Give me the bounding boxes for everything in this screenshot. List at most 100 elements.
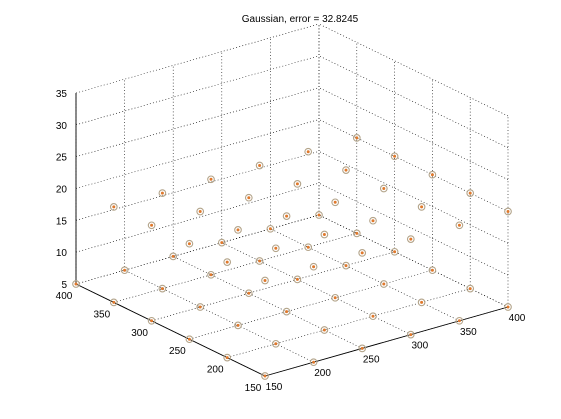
data-point-center bbox=[187, 337, 191, 341]
data-point-ring bbox=[369, 312, 377, 321]
data-point bbox=[417, 203, 426, 211]
data-point bbox=[455, 316, 464, 325]
data-point bbox=[271, 244, 280, 253]
data-point-ring bbox=[109, 203, 118, 211]
data-point-ring bbox=[455, 316, 464, 325]
data-point bbox=[320, 326, 329, 334]
data-point-center bbox=[247, 196, 251, 200]
data-point-ring bbox=[379, 280, 388, 288]
data-point-center bbox=[295, 182, 299, 186]
data-point bbox=[120, 266, 129, 275]
data-point bbox=[406, 235, 415, 243]
data-point-center bbox=[285, 310, 289, 314]
data-point bbox=[293, 275, 302, 284]
data-point bbox=[282, 307, 291, 316]
z-tick-label: 15 bbox=[56, 216, 68, 227]
data-point-ring bbox=[196, 303, 205, 311]
data-point-ring bbox=[504, 303, 512, 311]
data-point-center bbox=[274, 246, 278, 250]
data-point-center bbox=[112, 300, 116, 304]
data-point-ring bbox=[261, 372, 269, 380]
data-point-center bbox=[322, 328, 326, 332]
data-point-ring bbox=[352, 229, 361, 238]
data-point-center bbox=[306, 245, 310, 249]
data-point bbox=[271, 339, 280, 348]
data-point-ring bbox=[352, 134, 361, 142]
data-point-center bbox=[160, 287, 164, 291]
data-point-center bbox=[306, 150, 310, 154]
data-point bbox=[255, 257, 264, 265]
data-point bbox=[466, 189, 475, 197]
data-point-ring bbox=[455, 221, 464, 230]
data-point bbox=[261, 276, 269, 285]
grid-line bbox=[75, 55, 320, 126]
data-point-ring bbox=[342, 166, 350, 174]
data-point bbox=[379, 280, 388, 288]
data-point bbox=[315, 211, 323, 219]
data-point bbox=[504, 207, 512, 216]
z-tick-label: 5 bbox=[61, 280, 67, 291]
data-point bbox=[342, 261, 350, 270]
data-point-center bbox=[360, 346, 364, 350]
data-point-ring bbox=[406, 235, 415, 243]
data-point-center bbox=[198, 210, 202, 213]
data-point-ring bbox=[417, 203, 426, 211]
data-point-ring bbox=[390, 152, 399, 161]
data-point bbox=[196, 207, 205, 216]
data-point-center bbox=[312, 360, 316, 364]
data-point-center bbox=[468, 287, 472, 291]
data-point bbox=[358, 249, 367, 257]
data-point-center bbox=[268, 227, 272, 231]
data-point-center bbox=[355, 136, 359, 140]
grid-line bbox=[75, 23, 320, 94]
data-point-center bbox=[409, 333, 413, 337]
z-tick-label: 30 bbox=[56, 121, 68, 132]
data-point bbox=[266, 224, 275, 233]
data-point-center bbox=[420, 205, 424, 209]
data-point-ring bbox=[293, 180, 302, 188]
data-point-center bbox=[112, 205, 116, 209]
data-point-ring bbox=[342, 261, 350, 270]
data-point bbox=[417, 298, 426, 307]
grid-line bbox=[151, 251, 395, 322]
data-point-ring bbox=[417, 298, 426, 307]
data-point-ring bbox=[185, 239, 194, 248]
x-tick-label: 250 bbox=[363, 354, 380, 365]
grid-line bbox=[75, 182, 320, 253]
data-point bbox=[223, 353, 232, 362]
data-point bbox=[185, 335, 194, 344]
data-point-center bbox=[263, 279, 267, 282]
data-point bbox=[255, 161, 264, 170]
data-point-center bbox=[74, 282, 78, 286]
grid-line bbox=[189, 269, 433, 340]
data-point-center bbox=[198, 305, 202, 309]
grid-line bbox=[227, 288, 471, 358]
data-point bbox=[185, 239, 194, 248]
data-point-center bbox=[312, 265, 316, 269]
data-point-center bbox=[225, 260, 229, 264]
data-point bbox=[342, 166, 350, 174]
z-tick-label: 35 bbox=[56, 89, 68, 100]
data-point-center bbox=[171, 254, 175, 258]
data-point-center bbox=[247, 291, 251, 295]
data-point bbox=[428, 170, 437, 179]
data-point bbox=[428, 266, 437, 275]
data-point bbox=[147, 221, 156, 230]
data-point-ring bbox=[234, 321, 242, 330]
data-point bbox=[309, 262, 318, 271]
data-point-ring bbox=[428, 170, 437, 179]
data-point-center bbox=[382, 187, 386, 190]
data-point bbox=[109, 298, 118, 307]
data-point-center bbox=[420, 300, 424, 304]
data-point bbox=[282, 212, 291, 220]
data-point-center bbox=[236, 323, 240, 327]
grid-line bbox=[75, 119, 320, 189]
data-point-ring bbox=[504, 207, 512, 216]
data-point bbox=[304, 243, 313, 252]
x-tick-label: 350 bbox=[460, 327, 477, 338]
data-point-center bbox=[457, 223, 461, 227]
data-point-ring bbox=[147, 316, 156, 325]
data-point-center bbox=[430, 173, 434, 177]
grid-lines bbox=[75, 23, 509, 377]
